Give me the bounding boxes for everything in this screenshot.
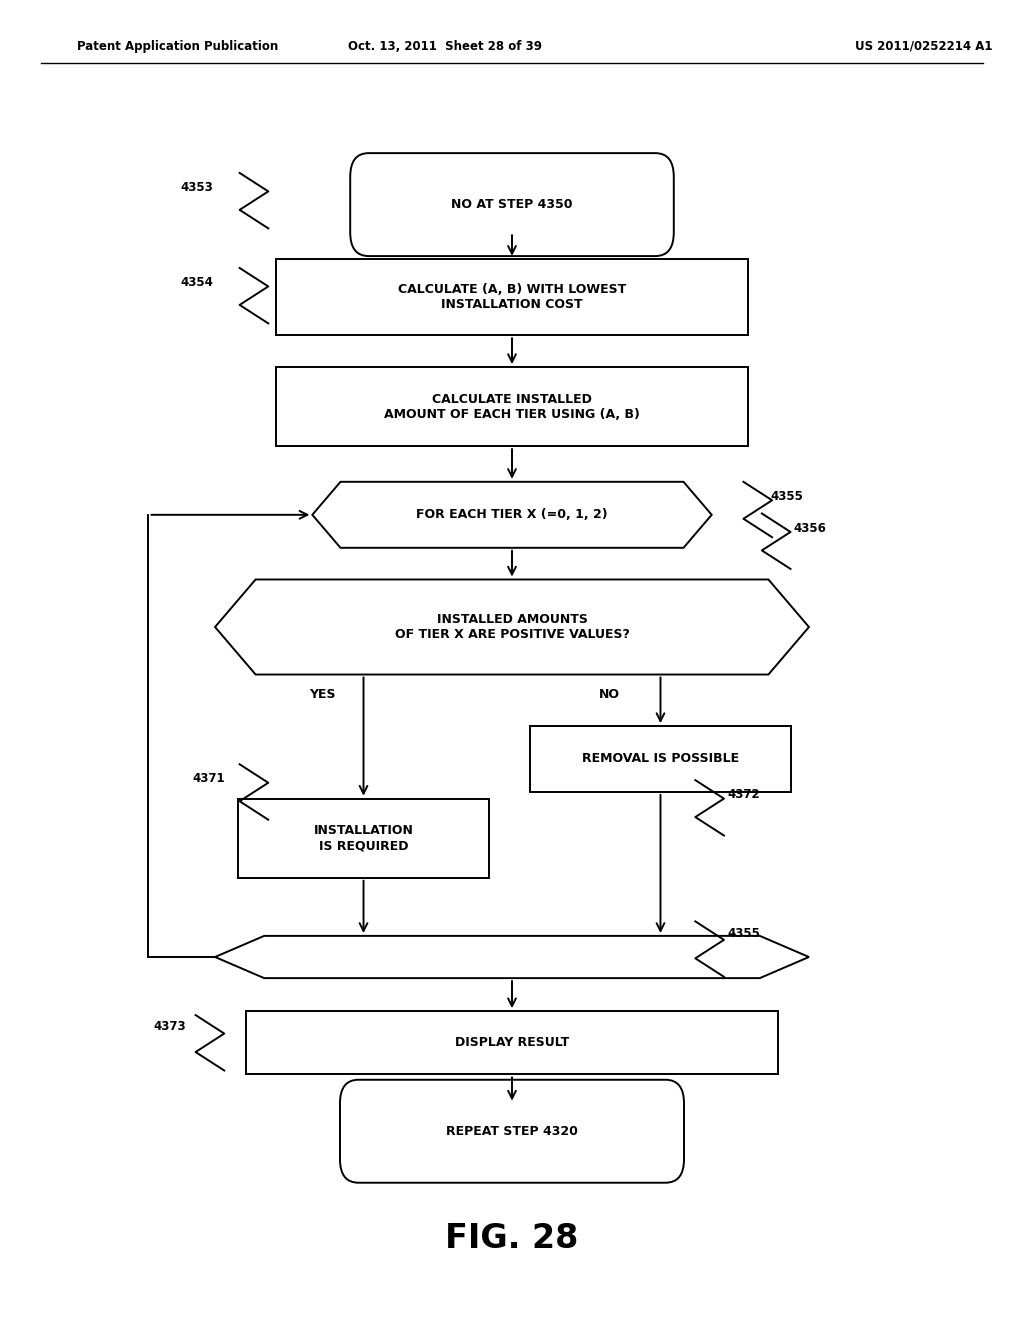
Text: US 2011/0252214 A1: US 2011/0252214 A1 [855,40,992,53]
Text: CALCULATE (A, B) WITH LOWEST
INSTALLATION COST: CALCULATE (A, B) WITH LOWEST INSTALLATIO… [398,282,626,312]
Bar [246,1011,778,1074]
FancyBboxPatch shape [340,1080,684,1183]
Polygon shape [215,936,809,978]
Text: NO: NO [599,688,620,701]
Text: 4371: 4371 [193,772,225,785]
Bar [530,726,792,792]
Text: CALCULATE INSTALLED
AMOUNT OF EACH TIER USING (A, B): CALCULATE INSTALLED AMOUNT OF EACH TIER … [384,392,640,421]
Text: 4372: 4372 [727,788,760,801]
Text: Patent Application Publication: Patent Application Publication [77,40,279,53]
Bar [276,367,748,446]
Polygon shape [215,579,809,675]
Text: FOR EACH TIER X (=0, 1, 2): FOR EACH TIER X (=0, 1, 2) [416,508,608,521]
Text: 4373: 4373 [154,1020,186,1034]
FancyBboxPatch shape [350,153,674,256]
Text: NO AT STEP 4350: NO AT STEP 4350 [452,198,572,211]
Text: FIG. 28: FIG. 28 [445,1222,579,1254]
Text: INSTALLED AMOUNTS
OF TIER X ARE POSITIVE VALUES?: INSTALLED AMOUNTS OF TIER X ARE POSITIVE… [394,612,630,642]
Text: Oct. 13, 2011  Sheet 28 of 39: Oct. 13, 2011 Sheet 28 of 39 [348,40,543,53]
Text: 4353: 4353 [180,181,213,194]
Text: YES: YES [309,688,336,701]
Text: REMOVAL IS POSSIBLE: REMOVAL IS POSSIBLE [582,752,739,766]
Text: 4354: 4354 [180,276,213,289]
Bar [276,259,748,335]
Bar [238,799,489,878]
Text: 4355: 4355 [727,927,760,940]
Text: 4356: 4356 [794,521,826,535]
Text: INSTALLATION
IS REQUIRED: INSTALLATION IS REQUIRED [313,824,414,853]
Text: 4355: 4355 [770,490,803,503]
Polygon shape [312,482,712,548]
Text: DISPLAY RESULT: DISPLAY RESULT [455,1036,569,1049]
Text: REPEAT STEP 4320: REPEAT STEP 4320 [446,1125,578,1138]
